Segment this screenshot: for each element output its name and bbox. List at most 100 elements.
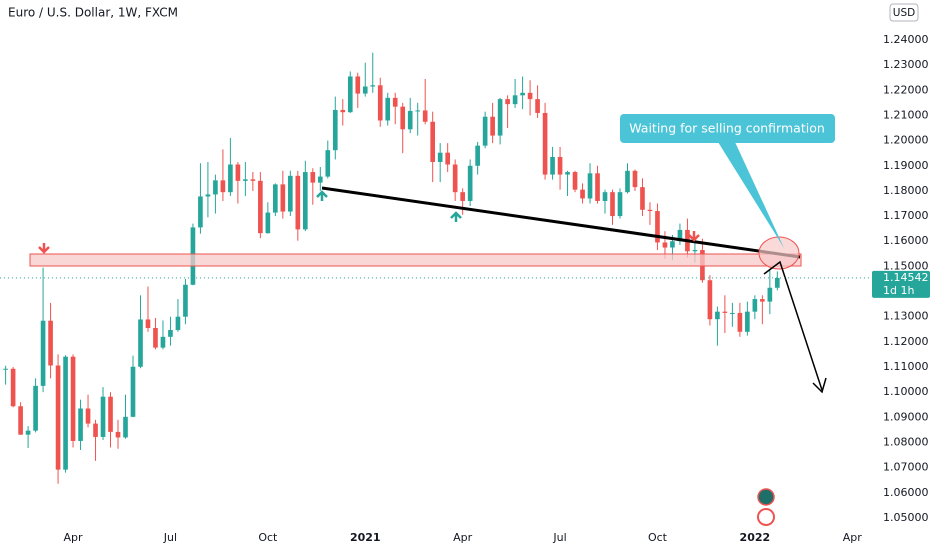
projection-arrow xyxy=(763,260,823,391)
currency-badge[interactable] xyxy=(889,3,919,22)
currency-label: USD xyxy=(893,7,915,19)
candle-body xyxy=(250,179,256,181)
x-tick-label: 2021 xyxy=(350,531,381,544)
x-tick-label: Apr xyxy=(843,531,863,544)
candle-body xyxy=(707,280,713,320)
candle-body xyxy=(730,312,735,314)
y-tick-label: 1.13000 xyxy=(883,310,929,323)
candle-body xyxy=(430,121,436,162)
x-tick-label: Oct xyxy=(648,531,668,544)
candle-body xyxy=(527,92,533,100)
candle-body xyxy=(407,110,413,130)
candle-body xyxy=(175,316,181,331)
candle-body xyxy=(183,284,188,317)
candle-body xyxy=(565,172,570,175)
up-arrow xyxy=(316,190,328,201)
candle-body xyxy=(108,396,113,432)
candle-body xyxy=(752,299,758,312)
candle-body xyxy=(767,287,773,302)
candle-body xyxy=(445,152,450,165)
candle-body xyxy=(70,356,76,441)
candle-body xyxy=(572,172,578,190)
candle-body xyxy=(347,76,353,113)
y-tick-label: 1.24000 xyxy=(883,33,929,46)
candle-body xyxy=(33,385,38,431)
candle-body xyxy=(535,99,540,113)
candle-body xyxy=(415,110,421,112)
down-arrow xyxy=(38,243,50,254)
y-tick-label: 1.05000 xyxy=(883,511,929,524)
candle-body xyxy=(640,187,645,210)
candle-body xyxy=(595,173,600,201)
y-tick-label: 1.21000 xyxy=(883,108,929,121)
callout-tail xyxy=(718,142,784,248)
event-icon[interactable] xyxy=(757,508,775,526)
candle-body xyxy=(482,116,488,146)
candle-body xyxy=(355,76,361,94)
y-tick-label: 1.07000 xyxy=(883,461,929,474)
y-tick-label: 1.20000 xyxy=(883,134,929,147)
callout-text: Waiting for selling confirmation xyxy=(629,121,825,136)
candle-body xyxy=(340,109,346,113)
event-icon[interactable] xyxy=(757,488,775,506)
candle-body xyxy=(370,85,376,87)
candle-body xyxy=(213,180,218,195)
resistance-zone xyxy=(29,253,802,267)
candle-body xyxy=(385,97,391,121)
candle-body xyxy=(220,180,226,193)
countdown-label: 1d 1h xyxy=(883,284,914,297)
candle-body xyxy=(265,212,271,234)
candle-body xyxy=(737,312,743,332)
y-tick-label: 1.06000 xyxy=(883,486,929,499)
down-arrow xyxy=(688,231,700,242)
candle-body xyxy=(647,209,653,212)
candle-body xyxy=(467,165,473,201)
candle-body xyxy=(18,406,23,435)
candle-body xyxy=(422,110,428,122)
candle-body xyxy=(715,311,720,320)
x-tick-label: Jul xyxy=(163,531,177,544)
x-tick-label: 2022 xyxy=(740,531,771,544)
callout-box xyxy=(620,114,835,143)
candle-body xyxy=(662,242,668,248)
candle-body xyxy=(55,365,61,470)
candle-body xyxy=(497,99,503,136)
candle-body xyxy=(153,328,158,348)
candle-body xyxy=(168,330,173,337)
candle-body xyxy=(78,408,83,441)
candle-body xyxy=(460,192,465,201)
trend-line xyxy=(321,186,801,259)
candle-body xyxy=(587,173,593,199)
candle-body xyxy=(610,192,615,217)
candle-body xyxy=(310,172,316,183)
last-price-label: 1.14542 xyxy=(883,271,929,284)
candle-body xyxy=(243,179,248,181)
candle-body xyxy=(475,145,480,166)
last-price-box xyxy=(872,270,930,298)
candle-body xyxy=(400,106,406,130)
candle-body xyxy=(452,164,458,193)
candle-body xyxy=(670,241,675,248)
candle-body xyxy=(617,192,623,217)
candle-body xyxy=(130,366,136,417)
candle-body xyxy=(100,396,106,437)
candle-body xyxy=(437,152,443,162)
y-tick-label: 1.18000 xyxy=(883,184,929,197)
candle-body xyxy=(280,184,286,212)
candle-body xyxy=(3,368,8,370)
y-tick-label: 1.15000 xyxy=(883,259,929,272)
candle-body xyxy=(93,423,98,437)
candle-body xyxy=(557,156,563,175)
x-tick-label: Apr xyxy=(453,531,473,544)
candle-body xyxy=(625,170,630,193)
candle-body xyxy=(362,86,368,94)
candle-body xyxy=(325,150,331,177)
y-tick-label: 1.10000 xyxy=(883,385,929,398)
candle-body xyxy=(198,196,203,228)
candle-body xyxy=(332,109,338,151)
candle-body xyxy=(580,189,585,199)
candle-body xyxy=(138,319,143,367)
y-tick-label: 1.16000 xyxy=(883,234,929,247)
candle-body xyxy=(655,211,660,243)
